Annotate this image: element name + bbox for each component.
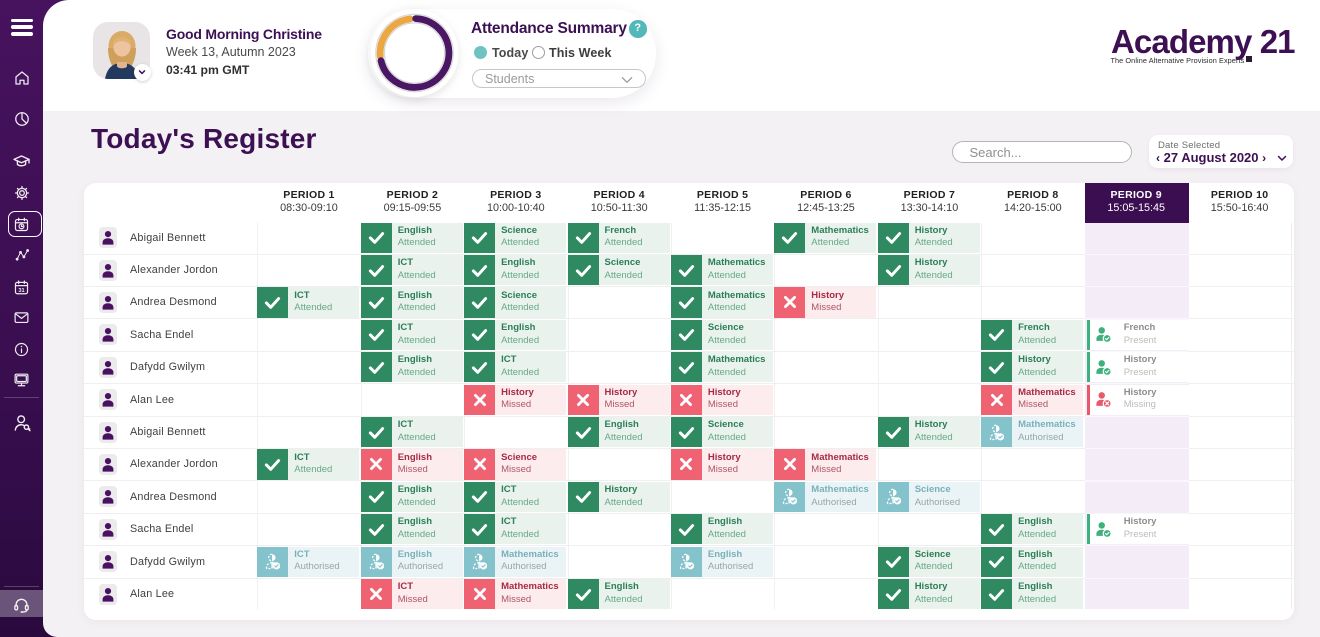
svg-text:31: 31 [18, 287, 24, 293]
